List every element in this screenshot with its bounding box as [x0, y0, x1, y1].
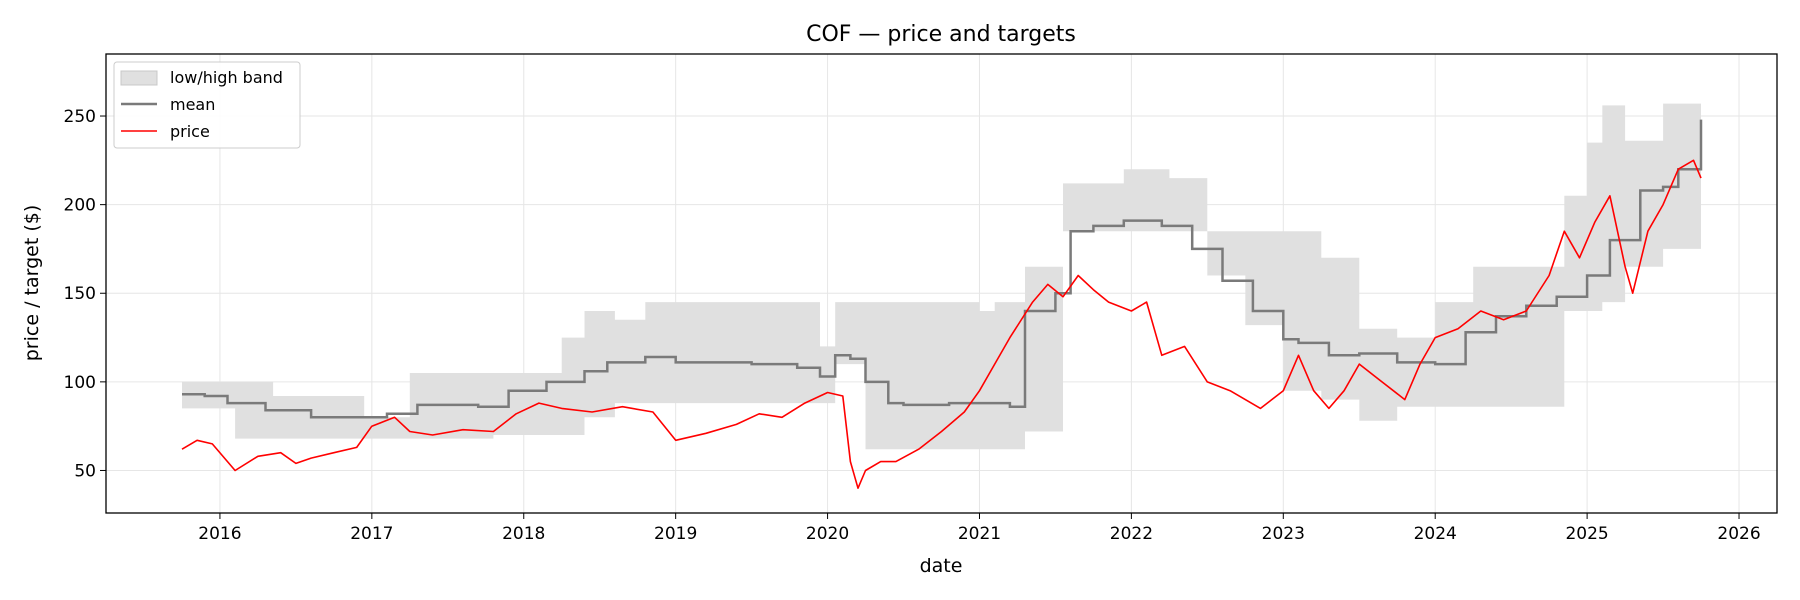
x-tick-label: 2019 [654, 524, 697, 544]
legend-band-swatch [120, 70, 158, 86]
x-tick-label: 2022 [1110, 524, 1153, 544]
axis-ticks: 2016 2017 2018 2019 2020 2021 2022 2023 2024 2025… [64, 107, 1761, 544]
price-line [181, 159, 1702, 490]
legend: low/high band mean price [113, 61, 301, 149]
y-tick-label: 50 [74, 461, 96, 481]
x-tick-label: 2021 [958, 524, 1001, 544]
band-layer [182, 71, 1701, 450]
x-tick-label: 2025 [1565, 524, 1608, 544]
x-tick-label: 2016 [198, 524, 241, 544]
y-tick-label: 100 [64, 373, 96, 393]
x-tick-label: 2018 [502, 524, 545, 544]
x-tick-label: 2026 [1717, 524, 1760, 544]
chart-title: COF — price and targets [806, 22, 1076, 47]
legend-label-price: price [170, 122, 210, 141]
y-tick-label: 150 [64, 284, 96, 304]
plot-frame [105, 53, 1778, 514]
low-high-band [182, 71, 1701, 450]
x-tick-label: 2020 [806, 524, 849, 544]
legend-label-band: low/high band [170, 68, 283, 87]
x-axis-label: date [920, 555, 963, 577]
y-axis-label: price / target ($) [21, 205, 43, 362]
x-tick-label: 2024 [1414, 524, 1457, 544]
legend-label-mean: mean [170, 95, 215, 114]
y-tick-label: 200 [64, 196, 96, 216]
legend-frame [113, 61, 301, 149]
mean-target-line [182, 119, 1703, 419]
y-tick-label: 250 [64, 107, 96, 127]
x-tick-label: 2023 [1262, 524, 1305, 544]
x-tick-label: 2017 [350, 524, 393, 544]
line-layer [181, 119, 1703, 490]
